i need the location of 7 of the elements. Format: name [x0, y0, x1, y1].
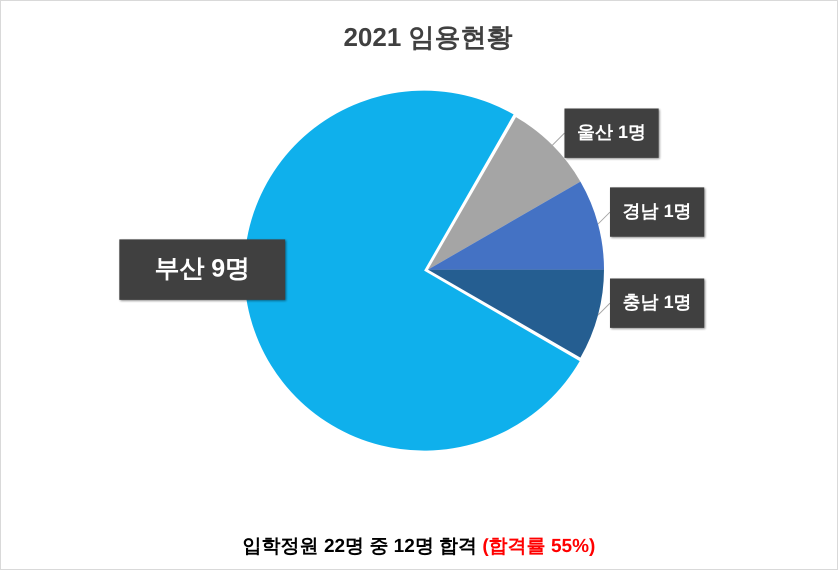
chart-title: 2021 임용현황 — [343, 22, 513, 52]
slice-label: 충남 1명 — [622, 292, 692, 312]
slice-label: 경남 1명 — [622, 201, 692, 222]
slice-label: 울산 1명 — [577, 122, 646, 142]
slice-label: 부산 9명 — [154, 254, 250, 282]
text: 입학정원 22명 중 12명 합격 — [242, 535, 478, 559]
text: (합격률 55%) — [482, 535, 596, 559]
